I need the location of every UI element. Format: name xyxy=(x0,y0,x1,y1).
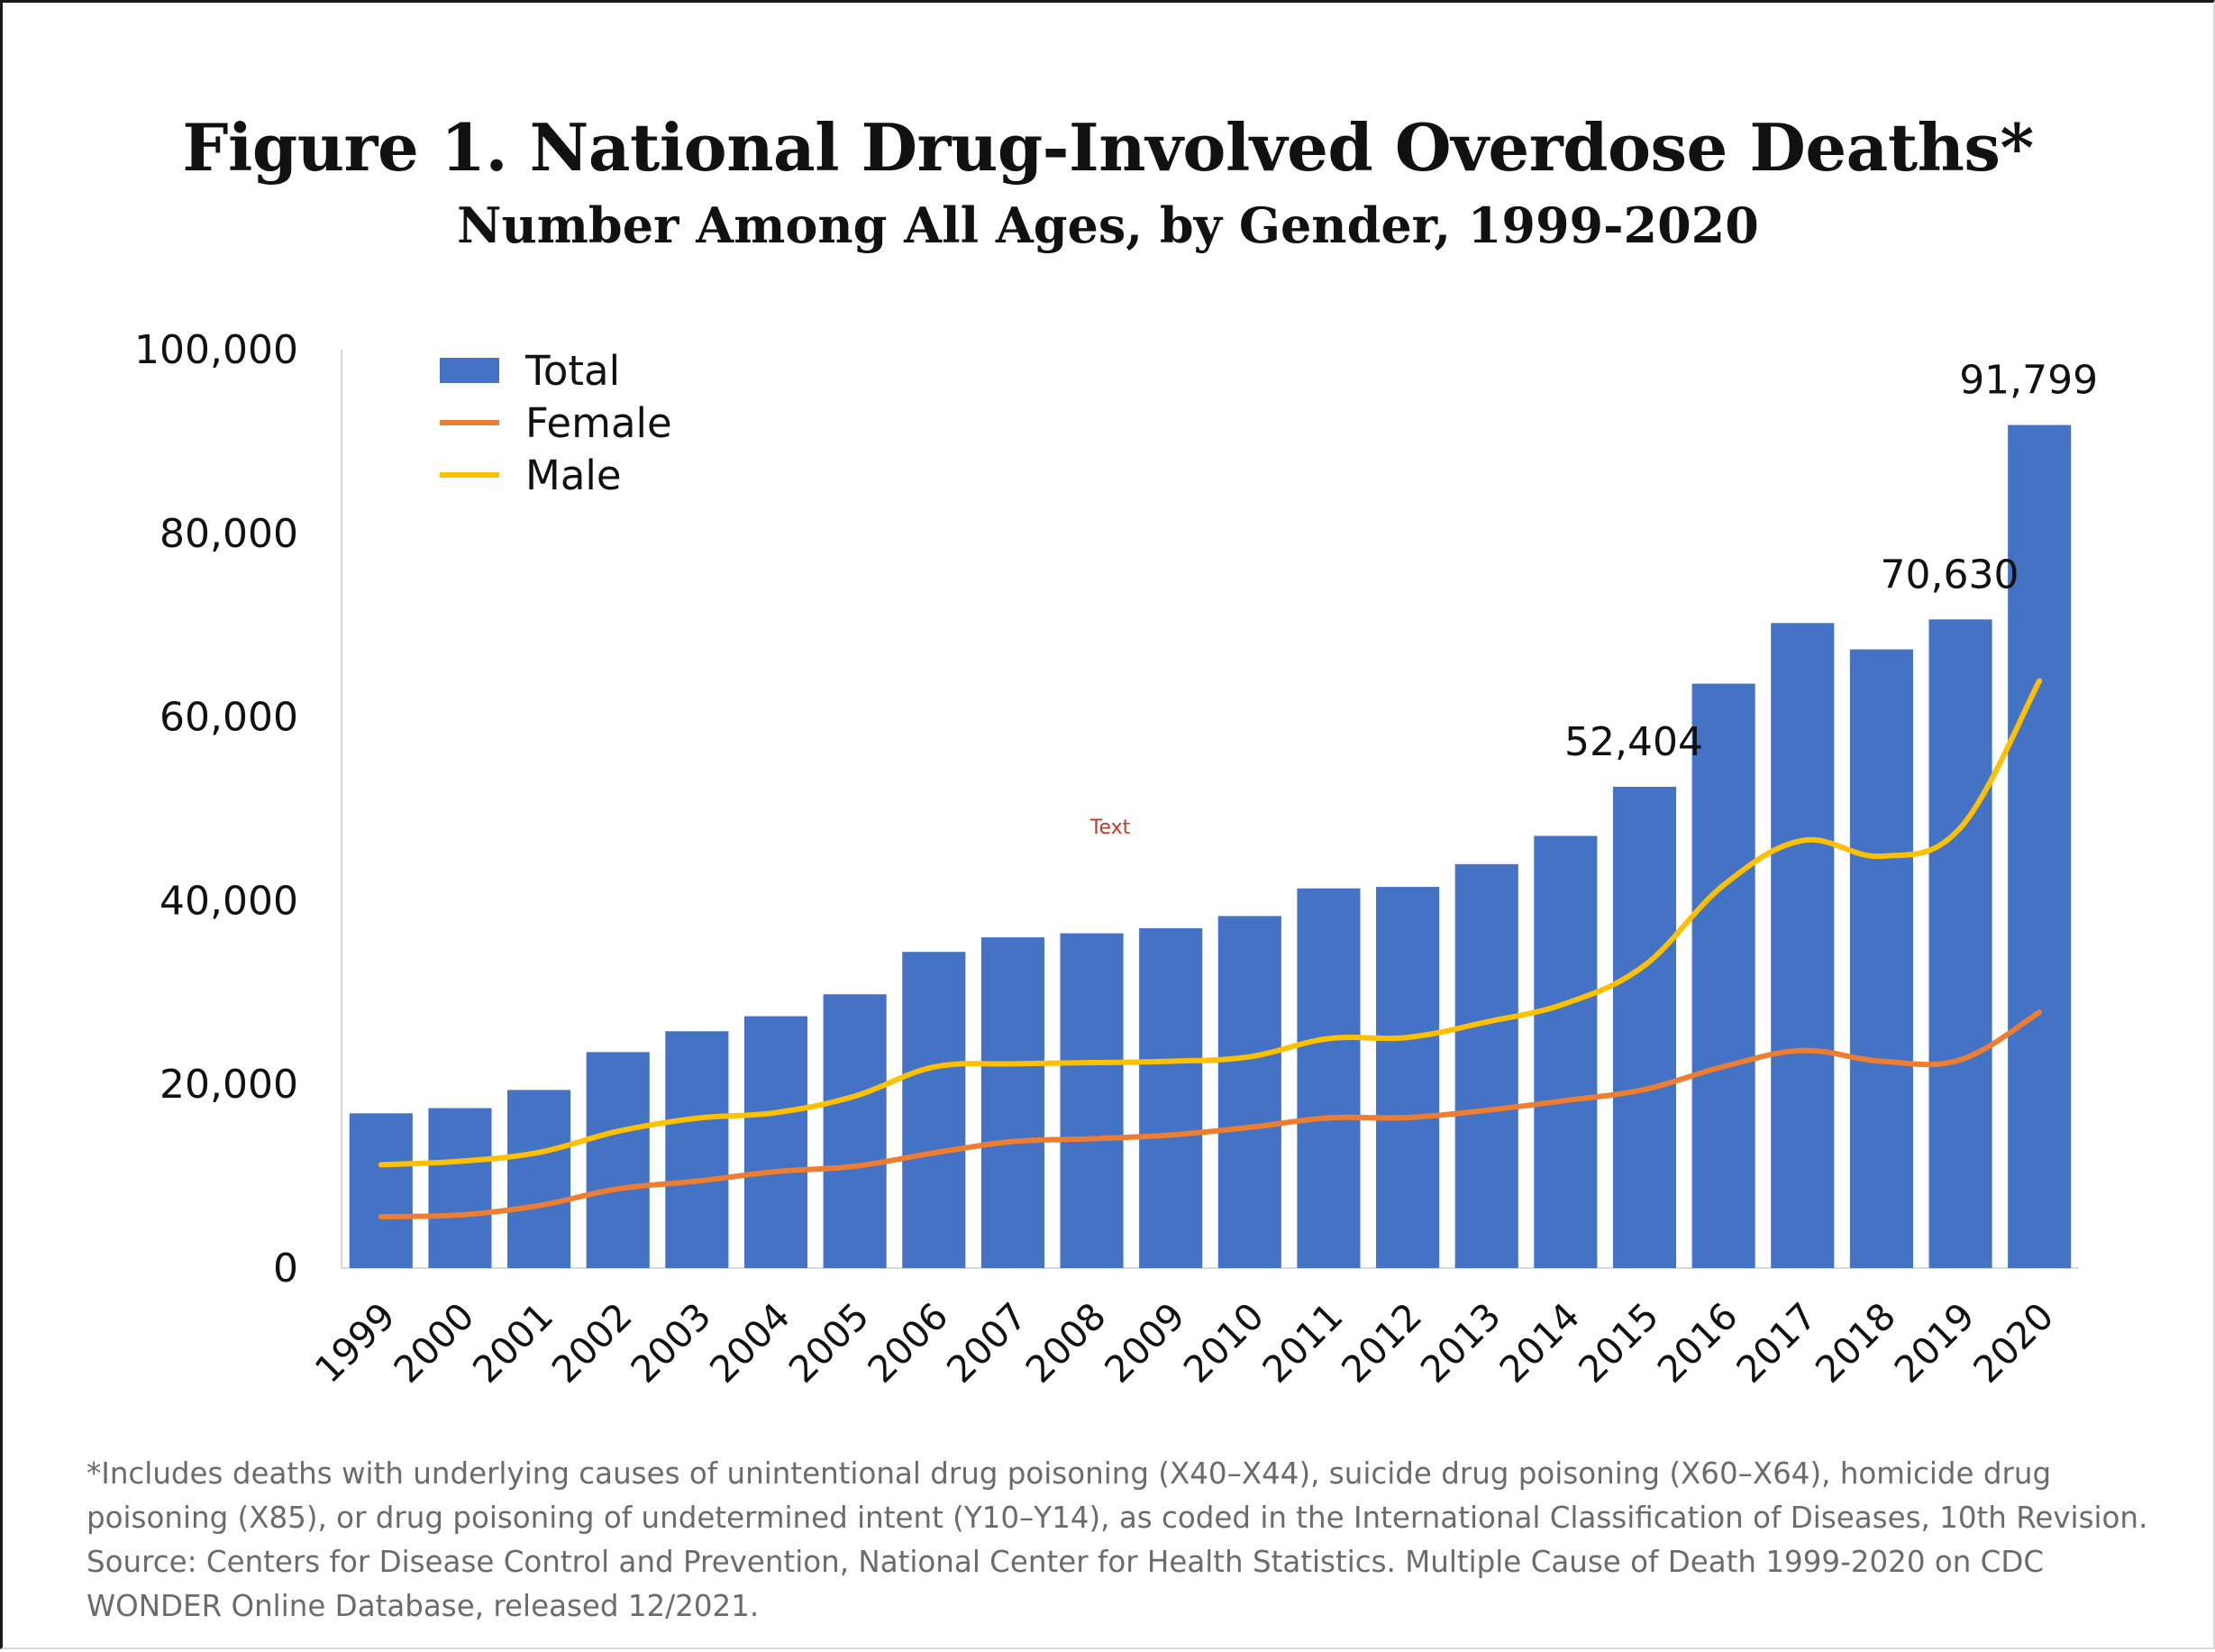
bar-total-2018 xyxy=(1849,649,1913,1268)
bar-total-2009 xyxy=(1139,927,1203,1268)
bar-total-2019 xyxy=(1928,619,1992,1268)
x-tick-label: 2001 xyxy=(464,1294,561,1392)
legend-label-female: Female xyxy=(525,399,672,447)
x-tick-label: 2015 xyxy=(1570,1294,1667,1392)
y-tick-label: 0 xyxy=(273,1246,298,1291)
x-tick-label: 2004 xyxy=(701,1294,798,1392)
bar-data-labels: 52,404 70,630 91,799 xyxy=(1564,358,2098,765)
bar-total-2003 xyxy=(665,1031,729,1268)
x-tick-label: 2007 xyxy=(938,1294,1035,1392)
legend-label-total: Total xyxy=(524,347,620,395)
x-tick-label: 2005 xyxy=(780,1294,878,1392)
bar-total-2004 xyxy=(743,1016,808,1268)
y-tick-label: 100,000 xyxy=(134,327,298,373)
x-tick-label: 2019 xyxy=(1886,1294,1983,1392)
bar-total-2020 xyxy=(2008,424,2072,1268)
x-tick-label: 2012 xyxy=(1333,1294,1430,1392)
y-tick-label: 60,000 xyxy=(160,695,298,741)
x-tick-label: 2018 xyxy=(1807,1294,1904,1392)
chart-title: Figure 1. National Drug-Involved Overdos… xyxy=(182,109,2034,186)
gender-lines xyxy=(378,678,2043,1220)
legend-swatch-total xyxy=(440,358,499,383)
bar-total-2010 xyxy=(1217,916,1281,1268)
x-tick-label: 2003 xyxy=(623,1294,720,1392)
x-tick-label: 2010 xyxy=(1175,1294,1272,1392)
x-tick-label: 2011 xyxy=(1254,1294,1352,1392)
x-tick-label: 2013 xyxy=(1412,1294,1509,1392)
legend-label-male: Male xyxy=(525,452,622,499)
bar-total-2000 xyxy=(428,1108,492,1268)
bar-total-2014 xyxy=(1534,835,1598,1268)
data-label-2020: 91,799 xyxy=(1959,358,2098,404)
stray-annotation-text: Text xyxy=(1089,817,1131,839)
bar-total-1999 xyxy=(349,1113,413,1268)
y-axis-ticks: 0 20,000 40,000 60,000 80,000 100,000 xyxy=(134,327,298,1291)
footnote: *Includes deaths with underlying causes … xyxy=(87,1452,2177,1629)
y-tick-label: 20,000 xyxy=(160,1062,298,1108)
line-female xyxy=(378,1009,2043,1220)
bar-total-2005 xyxy=(823,994,887,1268)
x-tick-label: 2006 xyxy=(860,1294,957,1392)
line-male xyxy=(378,678,2043,1168)
x-tick-label: 2017 xyxy=(1728,1294,1826,1392)
x-tick-label: 2000 xyxy=(386,1294,483,1392)
footnote-line-2: poisoning (X85), or drug poisoning of un… xyxy=(87,1501,2148,1535)
bar-total-2008 xyxy=(1060,933,1124,1268)
x-axis-ticks: 1999200020012002200320042005200620072008… xyxy=(306,1294,2062,1392)
x-tick-label: 2016 xyxy=(1649,1294,1746,1392)
x-tick-label: 2020 xyxy=(1965,1294,2063,1392)
x-tick-label: 1999 xyxy=(306,1294,404,1392)
footnote-line-4: WONDER Online Database, released 12/2021… xyxy=(87,1589,760,1623)
total-bars xyxy=(349,424,2072,1268)
x-tick-label: 2002 xyxy=(543,1294,641,1392)
footnote-line-1: *Includes deaths with underlying causes … xyxy=(87,1456,2052,1491)
bar-total-2015 xyxy=(1612,787,1677,1268)
bar-total-2011 xyxy=(1297,888,1361,1268)
y-tick-label: 40,000 xyxy=(160,878,298,924)
bar-total-2012 xyxy=(1376,887,1440,1268)
bar-total-2017 xyxy=(1771,623,1835,1268)
chart-subtitle: Number Among All Ages, by Gender, 1999-2… xyxy=(457,196,1759,254)
bar-total-2007 xyxy=(980,937,1044,1268)
data-label-2019: 70,630 xyxy=(1881,552,2019,598)
bar-total-2001 xyxy=(507,1090,571,1268)
bar-total-2002 xyxy=(586,1052,650,1268)
x-tick-label: 2014 xyxy=(1491,1294,1589,1392)
x-tick-label: 2009 xyxy=(1097,1294,1194,1392)
bar-total-2006 xyxy=(902,952,966,1268)
x-tick-label: 2008 xyxy=(1017,1294,1115,1392)
bar-total-2016 xyxy=(1691,683,1755,1268)
data-label-2015: 52,404 xyxy=(1564,719,1703,765)
bar-total-2013 xyxy=(1454,863,1518,1268)
y-tick-label: 80,000 xyxy=(160,511,298,557)
footnote-line-3: Source: Centers for Disease Control and … xyxy=(87,1545,2045,1579)
